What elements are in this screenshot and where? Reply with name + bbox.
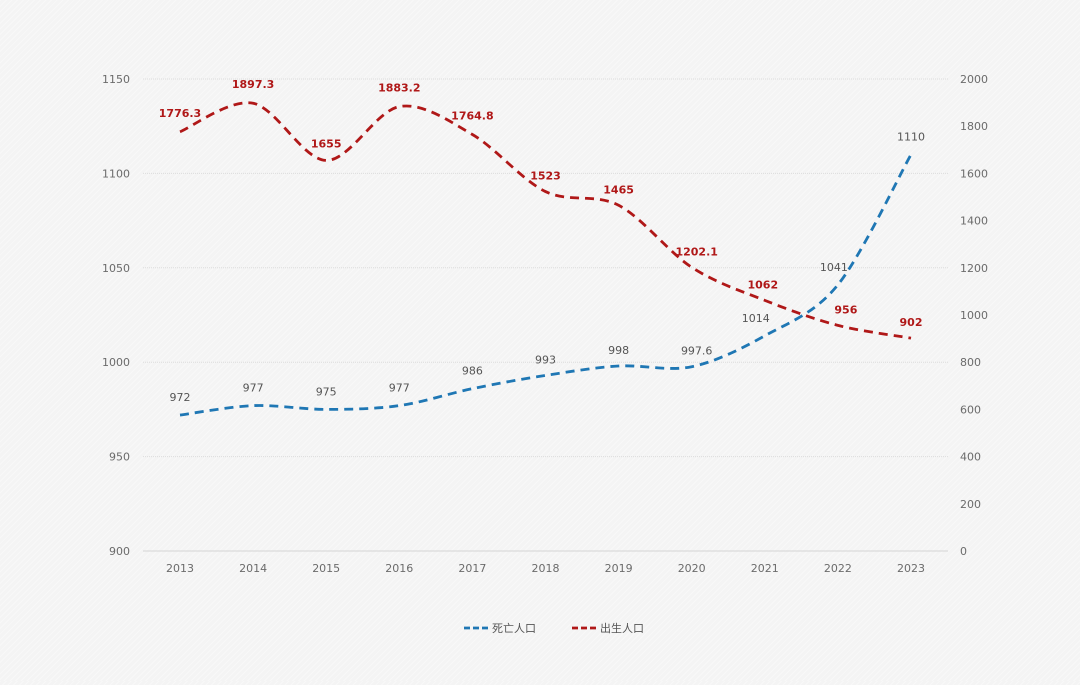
data-label-births: 1465 bbox=[603, 183, 634, 196]
series-line-births bbox=[179, 101, 912, 340]
data-label-deaths: 997.6 bbox=[681, 345, 713, 358]
data-label-births: 1202.1 bbox=[675, 245, 717, 258]
data-labels: 972 977 975 977 986 993 998 997.6 1014 1041 1110 17… bbox=[159, 78, 925, 404]
data-label-births: 1523 bbox=[530, 170, 561, 183]
data-label-births: 1655 bbox=[311, 137, 342, 150]
x-axis-tick-label: 2019 bbox=[605, 562, 633, 575]
data-label-deaths: 1110 bbox=[897, 131, 925, 144]
x-axis-tick-label: 2013 bbox=[166, 562, 194, 575]
data-label-deaths: 993 bbox=[535, 353, 556, 366]
right-axis-tick-label: 1400 bbox=[960, 215, 988, 228]
left-axis-tick-label: 900 bbox=[109, 545, 130, 558]
data-label-deaths: 998 bbox=[608, 344, 629, 357]
data-label-births: 1883.2 bbox=[378, 82, 420, 95]
right-y-axis: 0 200 400 600 800 1000 1200 1400 1600 1800 2000 bbox=[960, 73, 988, 558]
left-axis-tick-label: 1150 bbox=[102, 73, 130, 86]
x-axis-tick-label: 2015 bbox=[312, 562, 340, 575]
left-y-axis: 900 950 1000 1050 1100 1150 bbox=[102, 73, 130, 558]
legend: 死亡人口 出生人口 bbox=[464, 621, 644, 635]
right-axis-tick-label: 1800 bbox=[960, 120, 988, 133]
x-axis-tick-label: 2020 bbox=[678, 562, 706, 575]
data-label-births: 1897.3 bbox=[232, 78, 274, 91]
data-label-deaths: 977 bbox=[243, 382, 264, 395]
data-label-births: 1776.3 bbox=[159, 107, 201, 120]
x-axis: 2013 2014 2015 2016 2017 2018 2019 2020 2021 2022… bbox=[166, 562, 925, 575]
right-axis-tick-label: 800 bbox=[960, 356, 981, 369]
x-axis-tick-label: 2021 bbox=[751, 562, 779, 575]
left-axis-tick-label: 1100 bbox=[102, 167, 130, 180]
series-lines bbox=[179, 101, 913, 417]
data-label-births: 902 bbox=[900, 316, 923, 329]
right-axis-tick-label: 0 bbox=[960, 545, 967, 558]
right-axis-tick-label: 2000 bbox=[960, 73, 988, 86]
data-label-deaths: 1014 bbox=[742, 312, 770, 325]
gridlines bbox=[143, 78, 948, 552]
x-axis-tick-label: 2016 bbox=[385, 562, 413, 575]
right-axis-tick-label: 1000 bbox=[960, 309, 988, 322]
data-label-births: 956 bbox=[834, 303, 857, 316]
right-axis-tick-label: 600 bbox=[960, 403, 981, 416]
legend-label-deaths: 死亡人口 bbox=[492, 621, 536, 635]
right-axis-tick-label: 200 bbox=[960, 498, 981, 511]
right-axis-tick-label: 400 bbox=[960, 451, 981, 464]
left-axis-tick-label: 950 bbox=[109, 451, 130, 464]
data-label-deaths: 972 bbox=[170, 391, 191, 404]
legend-label-births: 出生人口 bbox=[600, 621, 644, 635]
series-line-deaths bbox=[179, 153, 913, 417]
left-axis-tick-label: 1000 bbox=[102, 356, 130, 369]
data-label-deaths: 1041 bbox=[820, 261, 848, 274]
data-label-births: 1062 bbox=[747, 278, 778, 291]
x-axis-tick-label: 2017 bbox=[458, 562, 486, 575]
right-axis-tick-label: 1600 bbox=[960, 167, 988, 180]
data-label-deaths: 975 bbox=[316, 385, 337, 398]
x-axis-tick-label: 2023 bbox=[897, 562, 925, 575]
left-axis-tick-label: 1050 bbox=[102, 262, 130, 275]
x-axis-tick-label: 2018 bbox=[532, 562, 560, 575]
data-label-deaths: 977 bbox=[389, 382, 410, 395]
right-axis-tick-label: 1200 bbox=[960, 262, 988, 275]
data-label-births: 1764.8 bbox=[451, 110, 493, 123]
data-label-deaths: 986 bbox=[462, 365, 483, 378]
x-axis-tick-label: 2022 bbox=[824, 562, 852, 575]
x-axis-tick-label: 2014 bbox=[239, 562, 267, 575]
